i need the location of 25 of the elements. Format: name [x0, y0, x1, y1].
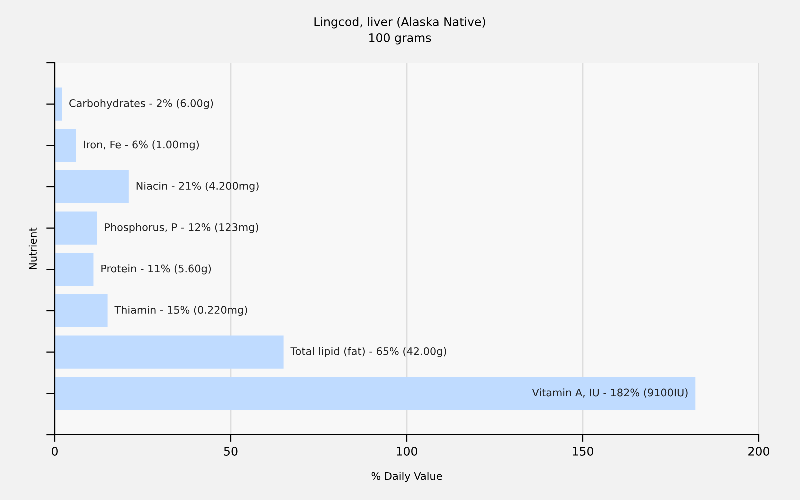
bar [55, 253, 94, 286]
y-tick-label: Total lipid (fat) - 65% (42.00g) [290, 347, 446, 358]
y-tick-label: Vitamin A, IU - 182% (9100IU) [532, 388, 688, 398]
x-tick-label: 50 [224, 447, 238, 456]
bar [55, 129, 76, 162]
y-axis-title: Nutrient [28, 228, 38, 270]
chart-subtitle: 100 grams [370, 33, 432, 45]
bar [55, 336, 284, 369]
bar [55, 294, 108, 328]
y-tick-label: Protein - 11% (5.60g) [102, 264, 212, 275]
y-tick-label: Iron, Fe - 6% (1.00mg) [84, 140, 200, 151]
x-tick-label: 0 [52, 447, 58, 456]
x-tick-label: 150 [573, 447, 594, 456]
x-axis-title: % Daily Value [372, 472, 442, 482]
x-tick-label: 100 [397, 447, 418, 456]
bar [55, 377, 696, 410]
bar [55, 212, 98, 245]
y-tick-label: Phosphorus, P - 12% (123mg) [105, 223, 258, 234]
chart-title: Lingcod, liver (Alaska Native) [314, 17, 486, 29]
y-tick-label: Niacin - 21% (4.200mg) [136, 182, 259, 192]
bar [55, 88, 62, 121]
bar [55, 170, 129, 204]
y-tick-label: Thiamin - 15% (0.220mg) [114, 306, 248, 316]
x-tick-label: 200 [748, 447, 770, 456]
y-tick-label: Carbohydrates - 2% (6.00g) [70, 99, 214, 110]
